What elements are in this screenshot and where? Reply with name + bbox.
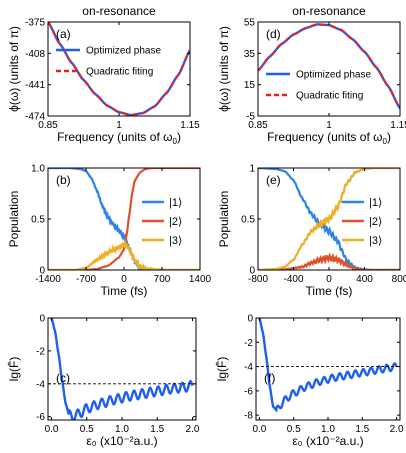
y-tick-label: 55 xyxy=(244,18,256,29)
x-tick-label: 0.0 xyxy=(252,424,266,435)
y-tick-label: -441 xyxy=(25,80,45,91)
legend-label: |3⟩ xyxy=(169,235,182,247)
chart-title: on-resonance xyxy=(292,4,366,18)
x-tick-label: 1.0 xyxy=(115,424,129,435)
x-tick-label: 0 xyxy=(121,274,127,285)
y-axis-label: Population xyxy=(217,191,231,248)
panel-label: (f) xyxy=(264,371,275,385)
x-tick-label: 0.5 xyxy=(287,424,301,435)
y-tick-label: -2 xyxy=(36,346,45,357)
x-tick-label: 1.15 xyxy=(180,120,200,131)
y-tick-label: 0 xyxy=(247,314,253,325)
legend-label: Quadratic fiting xyxy=(86,67,153,78)
legend-label: Optimized phase xyxy=(86,46,161,57)
legend-label: |2⟩ xyxy=(369,216,382,228)
series-line-3 xyxy=(258,168,400,270)
x-tick-label: 1.5 xyxy=(150,424,164,435)
y-tick-label: -4 xyxy=(36,379,45,390)
series-line-fidelity xyxy=(258,318,398,413)
legend-label: |2⟩ xyxy=(169,216,182,228)
y-tick-label: 0 xyxy=(39,266,45,277)
panel-label: (d) xyxy=(266,27,281,41)
y-axis-label: ϕ(ω) (units of π) xyxy=(7,26,21,112)
panel-label: (a) xyxy=(56,27,71,41)
series-line-2 xyxy=(48,168,200,270)
x-tick-label: 1 xyxy=(116,120,122,131)
x-axis-label: Frequency (units of ω0) xyxy=(267,130,391,146)
x-axis-label: Time (fs) xyxy=(101,284,148,298)
y-axis-label: lg(F̄) xyxy=(7,357,21,382)
y-axis-label: lg(F̄) xyxy=(215,357,229,382)
legend-label: Quadratic fiting xyxy=(296,91,363,102)
y-tick-label: 15 xyxy=(244,80,256,91)
panel-label: (c) xyxy=(56,371,70,385)
x-tick-label: 2.0 xyxy=(390,424,404,435)
legend-label: |3⟩ xyxy=(369,235,382,247)
series-line-quadraticfiting xyxy=(48,22,190,116)
x-tick-label: -800 xyxy=(248,274,268,285)
x-tick-label: 0.5 xyxy=(80,424,94,435)
x-axis-label: ε₀ (x10⁻²a.u.) xyxy=(86,434,157,448)
x-tick-label: 2.0 xyxy=(186,424,200,435)
chart-title: on-resonance xyxy=(82,4,156,18)
x-tick-label: 1 xyxy=(326,120,332,131)
panel-c: 0.0 0.5 1.0 1.5 2.0 0 -2 -4 -6 (c) ε₀ (x10⁻²a.u.) l… xyxy=(7,314,200,449)
x-tick-label: 1.15 xyxy=(390,120,406,131)
y-axis-label: Population xyxy=(7,191,21,248)
x-axis-label: ε₀ (x10⁻²a.u.) xyxy=(292,434,363,448)
y-tick-label: 0 xyxy=(249,266,255,277)
y-tick-label: 35 xyxy=(244,49,256,60)
y-tick-label: -375 xyxy=(25,18,45,29)
y-tick-label: -4 xyxy=(244,362,253,373)
series-line-fidelity xyxy=(50,318,194,420)
x-tick-label: -400 xyxy=(283,274,303,285)
x-tick-label: 0 xyxy=(326,274,332,285)
y-tick-label: -8 xyxy=(244,411,253,422)
x-tick-label: 1400 xyxy=(189,274,212,285)
y-axis-label: ϕ(ω) (units of π) xyxy=(217,26,231,112)
plot-frame xyxy=(47,317,197,421)
x-axis-label: Frequency (units of ω0) xyxy=(57,130,181,146)
x-tick-label: -700 xyxy=(76,274,96,285)
y-tick-label: -474 xyxy=(25,112,45,123)
panel-b: -1400 -700 0 700 1400 0 0.5 1.0 (b) Time (fs) Popu… xyxy=(7,164,212,299)
x-tick-label: 0.85 xyxy=(248,120,268,131)
x-tick-label: 400 xyxy=(356,274,373,285)
legend-label: |1⟩ xyxy=(369,197,382,209)
series-line-quadraticfiting xyxy=(258,23,400,109)
y-tick-label: 1 xyxy=(249,164,255,175)
y-tick-label: -408 xyxy=(25,49,45,60)
y-tick-label: -2 xyxy=(244,338,253,349)
x-axis-label: Time (fs) xyxy=(306,284,353,298)
y-tick-label: 0.5 xyxy=(241,215,255,226)
x-tick-label: 0.85 xyxy=(38,120,58,131)
panel-f: 0.0 0.5 1.0 1.5 2.0 0 -2 -4 -6 -8 (f) ε₀ (x10⁻²a.u.… xyxy=(215,314,404,449)
panel-e: -800 -400 0 400 800 0 0.5 1 (e) Time (fs) Populati… xyxy=(217,164,406,299)
y-tick-label: -6 xyxy=(36,412,45,423)
y-tick-label: 0.5 xyxy=(31,215,45,226)
panel-d: on-resonance 0.85 1 1.15 55 35 15 -5 (d) Frequenc… xyxy=(217,4,406,146)
legend-label: |1⟩ xyxy=(169,197,182,209)
panel-label: (b) xyxy=(56,173,71,187)
x-tick-label: 1.0 xyxy=(321,424,335,435)
y-tick-label: -5 xyxy=(246,112,255,123)
x-tick-label: 0.0 xyxy=(45,424,59,435)
x-tick-label: 800 xyxy=(392,274,406,285)
x-tick-label: 1.5 xyxy=(355,424,369,435)
legend-label: Optimized phase xyxy=(296,70,371,81)
y-tick-label: 0 xyxy=(39,314,45,325)
panel-label: (e) xyxy=(266,173,281,187)
y-tick-label: 1.0 xyxy=(31,164,45,175)
x-tick-label: -1400 xyxy=(35,274,61,285)
panel-a: on-resonance 0.85 1 1.15 -375 -408 -441 -474 (a)… xyxy=(7,4,200,146)
x-tick-label: 700 xyxy=(154,274,171,285)
y-tick-label: -6 xyxy=(244,386,253,397)
